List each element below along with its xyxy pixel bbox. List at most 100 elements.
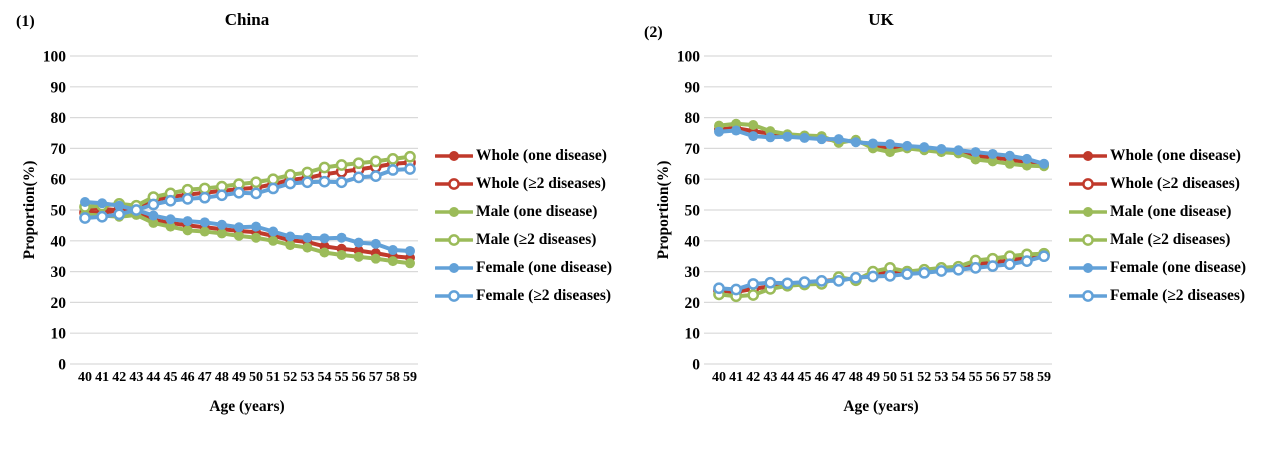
data-point-open	[918, 266, 931, 279]
x-tick-label: 45	[164, 370, 178, 385]
data-point-open	[250, 187, 262, 200]
data-point-filled	[114, 200, 125, 211]
y-tick-label: 80	[685, 110, 701, 127]
series-female-2-diseases-	[79, 163, 416, 224]
x-tick-label: 55	[335, 370, 349, 385]
data-point-filled	[97, 198, 108, 209]
legend-label: Male (≥2 diseases)	[476, 231, 597, 248]
data-point-filled	[1004, 158, 1015, 169]
data-point-open	[832, 274, 845, 287]
filled-marker-swatch-icon	[435, 151, 473, 161]
y-tick-label: 60	[51, 172, 67, 189]
data-point-open	[181, 183, 194, 196]
data-point-open	[284, 177, 297, 190]
data-point-filled	[319, 247, 330, 258]
data-point-filled	[816, 134, 827, 145]
data-point-filled	[302, 232, 313, 243]
legend-item: Whole (≥2 diseases)	[1069, 170, 1246, 198]
y-tick-label: 40	[51, 233, 67, 250]
legend-item: Female (one disease)	[435, 254, 612, 282]
data-point-filled	[285, 231, 296, 242]
data-point-filled	[285, 240, 296, 251]
data-point-open	[301, 176, 314, 189]
data-point-filled	[148, 217, 159, 228]
y-tick-label: 0	[692, 357, 700, 374]
data-point-filled	[902, 140, 913, 151]
data-point-open	[215, 189, 228, 202]
y-tick-label: 70	[51, 141, 67, 158]
data-point-open	[267, 173, 280, 186]
open-marker-swatch-icon	[435, 178, 473, 190]
data-point-filled	[748, 131, 759, 142]
y-tick-label: 80	[51, 110, 67, 127]
y-axis-title-china: Proportion(%)	[21, 160, 38, 260]
x-tick-label: 44	[780, 370, 794, 385]
x-tick-label: 56	[986, 370, 1000, 385]
data-point-filled	[268, 235, 279, 246]
legend-item: Whole (≥2 diseases)	[435, 170, 612, 198]
data-point-open	[730, 283, 742, 296]
data-point-open	[1021, 255, 1033, 267]
x-tick-label: 48	[849, 370, 863, 385]
legend-label: Female (≥2 diseases)	[476, 287, 612, 304]
y-tick-label: 20	[51, 295, 67, 312]
data-point-open	[113, 208, 126, 221]
data-point-open	[250, 176, 262, 189]
data-point-filled	[370, 238, 381, 249]
data-point-filled	[216, 219, 227, 230]
y-tick-label: 100	[677, 49, 701, 66]
data-point-filled	[867, 138, 878, 149]
x-tick-label: 41	[95, 370, 109, 385]
data-point-filled	[353, 237, 364, 248]
data-point-open	[369, 155, 382, 168]
panel-number-2: (2)	[644, 24, 663, 41]
data-point-open	[815, 274, 828, 287]
x-tick-label: 57	[1003, 370, 1017, 385]
legend-item: Female (one disease)	[1069, 254, 1246, 282]
chart-title-uk: UK	[868, 10, 894, 29]
data-point-filled	[165, 214, 176, 225]
filled-marker-swatch-icon	[1069, 151, 1107, 161]
x-tick-label: 41	[729, 370, 743, 385]
x-tick-label: 58	[1020, 370, 1034, 385]
open-marker-swatch-icon	[1069, 234, 1107, 246]
x-tick-label: 59	[1037, 370, 1051, 385]
data-point-open	[747, 289, 760, 301]
data-point-open	[935, 265, 948, 277]
data-point-open	[404, 163, 416, 175]
data-point-open	[798, 276, 811, 288]
data-point-filled	[336, 232, 347, 243]
data-point-filled	[765, 132, 776, 143]
legend-label: Female (≥2 diseases)	[1110, 287, 1246, 304]
y-tick-label: 30	[51, 264, 67, 281]
y-tick-label: 90	[51, 79, 67, 96]
data-point-filled	[799, 132, 810, 143]
y-tick-label: 90	[685, 79, 701, 96]
legend-label: Male (one disease)	[1110, 203, 1232, 220]
legend-label: Whole (one disease)	[1110, 147, 1241, 164]
data-point-open	[96, 210, 108, 223]
legend-label: Whole (≥2 diseases)	[476, 175, 606, 192]
data-point-filled	[216, 228, 227, 239]
data-point-filled	[268, 226, 279, 237]
x-tick-label: 50	[883, 370, 897, 385]
data-point-open	[969, 262, 982, 274]
filled-marker-swatch-icon	[435, 263, 473, 273]
x-tick-label: 46	[181, 370, 195, 385]
x-tick-label: 52	[283, 370, 297, 385]
data-point-open	[1003, 258, 1016, 271]
x-tick-label: 44	[146, 370, 160, 385]
data-point-open	[369, 170, 382, 182]
data-point-open	[986, 260, 999, 272]
y-axis-title-uk: Proportion(%)	[655, 160, 672, 260]
data-point-open	[267, 182, 280, 195]
data-point-open	[404, 150, 416, 163]
data-point-open	[849, 271, 862, 284]
y-tick-label: 60	[685, 172, 701, 189]
data-point-filled	[919, 142, 930, 153]
data-point-filled	[748, 119, 759, 130]
data-point-filled	[833, 134, 844, 145]
x-tick-label: 43	[129, 370, 143, 385]
